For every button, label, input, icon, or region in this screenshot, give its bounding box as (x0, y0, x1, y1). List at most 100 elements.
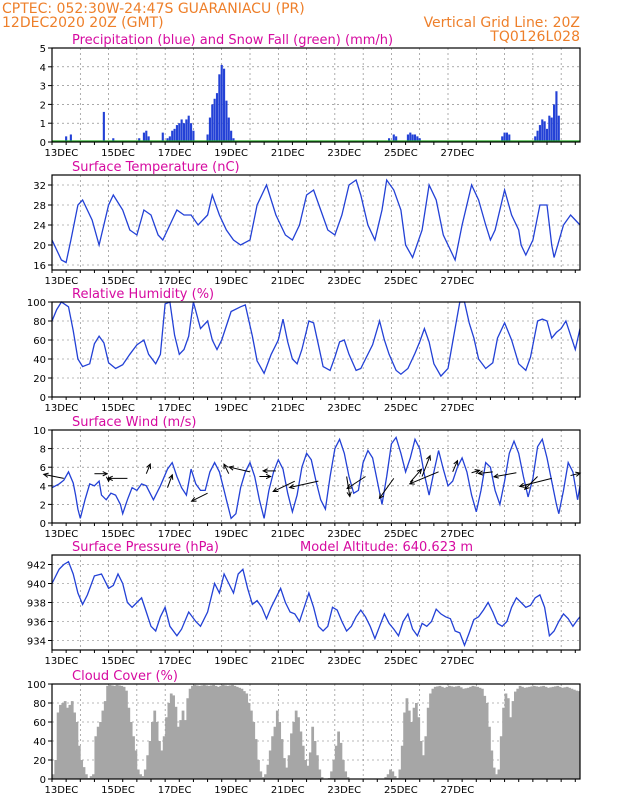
cloud-cover-bar (424, 736, 428, 779)
wind-arrow (42, 472, 64, 479)
wind-arrow-head (474, 469, 481, 475)
cloud-cover-bar (485, 703, 489, 779)
wind-arrow-head (477, 470, 484, 476)
cloud-cover-bar (563, 687, 567, 779)
panel-title: Surface Temperature (nC) (72, 160, 240, 175)
cloud-cover-bar (56, 712, 60, 779)
x-tick-label: 13DEC (45, 529, 79, 540)
cloud-cover-bar (66, 707, 69, 779)
cloud-cover-bar (393, 776, 397, 779)
cloud-cover-bar (561, 687, 564, 779)
precip-bar (138, 138, 141, 142)
cloud-cover-bar (509, 717, 513, 779)
wind-arrow-head (265, 473, 272, 480)
cloud-cover-bar (231, 684, 234, 779)
wind-arrow (190, 492, 208, 502)
cloud-cover-bar (292, 722, 296, 779)
precip-bar (69, 134, 72, 142)
cloud-cover-bar (466, 687, 470, 779)
x-tick-label: 23DEC (327, 529, 361, 540)
cloud-cover-bar (108, 684, 112, 779)
precip-bar (187, 115, 190, 142)
cloud-cover-bar (188, 688, 192, 779)
precip-bar (142, 132, 145, 142)
cloud-cover-bar (308, 752, 312, 779)
cloud-cover-bar (110, 685, 114, 779)
cloud-cover-bar (299, 731, 303, 779)
precip-bar (208, 117, 211, 142)
precip-bar (171, 130, 174, 142)
cloud-cover-bar (481, 688, 484, 779)
cloud-cover-bar (280, 739, 284, 779)
cloud-cover-bar (476, 686, 480, 779)
precip-bar (541, 119, 544, 142)
cloud-cover-bar (125, 690, 128, 779)
y-tick-label: 942 (27, 561, 46, 572)
y-tick-label: 28 (33, 201, 46, 212)
panel-title: Surface Wind (m/s) (72, 415, 196, 430)
cloud-cover-bar (492, 767, 496, 779)
cloud-cover-bar (75, 722, 79, 779)
cloud-cover-bar (417, 717, 421, 779)
y-tick-label: 0 (40, 519, 46, 530)
x-tick-label: 25DEC (384, 529, 418, 540)
cloud-cover-bar (530, 686, 534, 779)
cloud-cover-bar (275, 710, 279, 779)
precip-bar (161, 132, 164, 142)
cloud-cover-bar (313, 741, 317, 779)
y-tick-label: 40 (33, 355, 46, 366)
x-tick-label: 17DEC (158, 529, 192, 540)
x-tick-label: 15DEC (101, 403, 135, 414)
x-tick-label: 27DEC (441, 656, 475, 667)
x-tick-label: 13DEC (45, 656, 79, 667)
cloud-cover-bar (99, 722, 102, 779)
panel-frame (51, 554, 581, 651)
cloud-cover-bar (224, 685, 227, 779)
precip-bar (227, 117, 230, 142)
cloud-cover-bar (318, 769, 322, 779)
wind-arrow-head (272, 487, 279, 493)
x-tick-label: 21DEC (271, 529, 305, 540)
cloud-cover-bar (61, 703, 65, 779)
cloud-cover-bar (398, 769, 402, 779)
cloud-cover-bar (478, 687, 482, 779)
cloud-cover-bar (268, 750, 272, 779)
precip-bar (230, 130, 233, 142)
cloud-cover-bar (301, 745, 305, 779)
cloud-cover-bar (54, 760, 58, 779)
precip-bar (175, 125, 178, 142)
y-tick-label: 5 (40, 44, 46, 55)
cloud-cover-bar (283, 758, 286, 779)
wind-arrow (228, 465, 251, 473)
x-tick-label: 19DEC (214, 656, 248, 667)
cloud-cover-bar (445, 686, 449, 779)
wind-arrow (259, 473, 272, 480)
cloud-cover-bar (448, 685, 451, 779)
series-line (51, 301, 581, 378)
precip-bar (145, 130, 148, 142)
wind-arrow (471, 469, 481, 475)
x-tick-label: 25DEC (384, 403, 418, 414)
y-tick-label: 20 (33, 241, 46, 252)
wind-arrow-shaft (524, 476, 538, 490)
wind-arrow-shaft (409, 468, 422, 483)
y-tick-label: 0 (40, 138, 46, 149)
wind-arrow-shaft (421, 455, 431, 477)
cloud-cover-bar (523, 687, 527, 779)
panel-title: Precipitation (blue) and Snow Fall (gree… (72, 33, 393, 48)
wind-arrow-head (346, 483, 353, 490)
cloud-cover-bar (287, 755, 291, 779)
cloud-cover-bar (483, 695, 487, 779)
cloud-cover-bar (160, 750, 164, 779)
wind-arrow-head (378, 493, 385, 500)
wind-arrow-head (426, 454, 431, 461)
precip-bar (503, 132, 506, 142)
cloud-cover-bar (259, 771, 263, 779)
cloud-cover-bar (320, 777, 324, 779)
panel-4: 934 936 938 940 942 13DEC 15DEC 17DEC 19DEC 21DEC… (27, 540, 581, 667)
wind-arrow-head (223, 463, 229, 470)
wind-arrow-head (346, 491, 352, 498)
cloud-cover-bar (514, 691, 517, 779)
cloud-cover-bar (431, 688, 435, 779)
wind-arrow (346, 476, 366, 490)
